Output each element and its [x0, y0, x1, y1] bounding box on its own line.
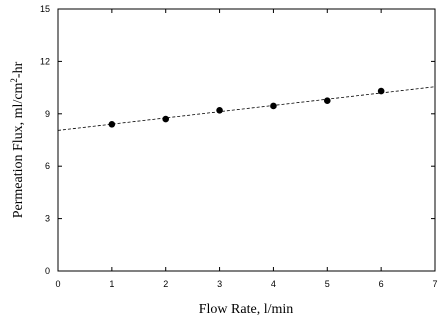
- y-axis-title-tail: -hr: [11, 61, 26, 78]
- x-tick-label: 3: [217, 279, 222, 289]
- y-axis-title-sup: 2: [9, 78, 19, 83]
- x-tick-label: 0: [55, 279, 60, 289]
- plot-area: [57, 8, 436, 272]
- data-point: [270, 102, 277, 110]
- fit-line: [57, 86, 436, 131]
- x-axis-title: Flow Rate, l/min: [199, 302, 294, 317]
- x-tick-label: 6: [379, 279, 384, 289]
- x-tick-label: 2: [163, 279, 168, 289]
- x-tick-label: 4: [271, 279, 276, 289]
- y-axis-title: Permeation Flux, ml/cm2-hr: [9, 61, 26, 218]
- x-tick-label: 5: [325, 279, 330, 289]
- y-tick-label: 12: [40, 56, 50, 66]
- y-tick-label: 3: [45, 214, 50, 224]
- data-point: [377, 87, 385, 95]
- y-tick-label: 6: [45, 161, 50, 171]
- y-tick-label: 0: [45, 266, 50, 276]
- x-tick-label: 7: [432, 279, 437, 289]
- data-point: [108, 120, 116, 128]
- x-tick-label: 1: [109, 279, 114, 289]
- y-axis-title-main: Permeation Flux, ml/cm: [11, 82, 26, 218]
- y-tick-label: 15: [40, 4, 50, 14]
- data-point: [323, 97, 331, 104]
- data-point: [216, 107, 223, 114]
- y-tick-label: 9: [45, 109, 50, 119]
- data-point: [162, 115, 170, 123]
